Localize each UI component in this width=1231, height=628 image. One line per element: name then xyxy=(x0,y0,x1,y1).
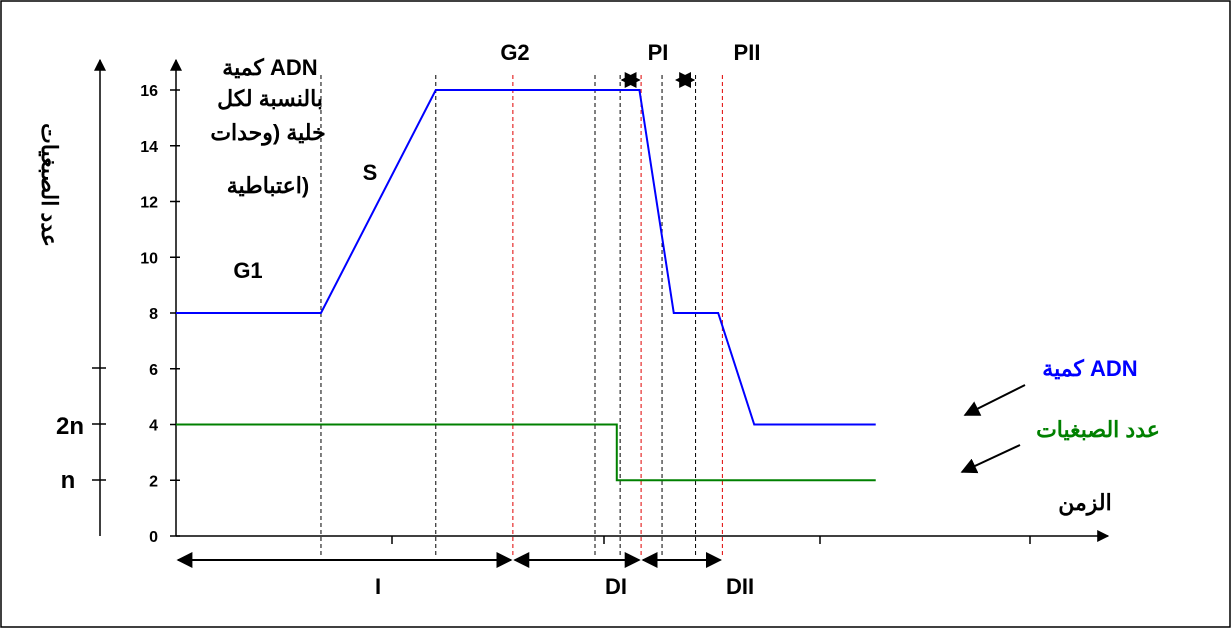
period-label-di: DI xyxy=(605,574,627,599)
phase-label-pii: PII xyxy=(734,40,761,65)
period-label-i: I xyxy=(375,574,381,599)
left-label-2n: 2n xyxy=(56,413,84,440)
annotations: G1 S G2 PI PII I DI DII كمية ADN بالنسبة… xyxy=(37,40,1160,599)
inner-ylabel-line-2: بالنسبة لكل xyxy=(217,86,323,111)
y-tick-label: 6 xyxy=(149,362,158,379)
y-axis-label: عدد الصبغيات xyxy=(37,123,62,247)
phase-label-pi: PI xyxy=(648,40,669,65)
inner-ylabel-line-4: اعتباطية) xyxy=(227,173,310,198)
y-tick-label: 12 xyxy=(140,195,158,212)
period-label-dii: DII xyxy=(726,574,754,599)
inner-ylabel-line-3: خلية (وحدات xyxy=(210,120,325,146)
phase-label-g2: G2 xyxy=(500,40,529,65)
x-axis-label: الزمن xyxy=(1058,490,1112,516)
series-line-chromosomes xyxy=(176,423,876,482)
left-label-n: n xyxy=(61,467,76,494)
legend-adn: كمية ADN xyxy=(1042,356,1137,381)
axes: 0 2 4 6 8 10 12 14 16 xyxy=(92,58,1110,546)
legend-arrow-adn xyxy=(963,384,1026,416)
phase-boundaries xyxy=(176,72,723,568)
y-tick-label: 2 xyxy=(149,473,158,490)
y-tick-label: 14 xyxy=(140,139,158,156)
inner-ylabel-line-1: كمية ADN xyxy=(222,55,317,80)
phase-label-s: S xyxy=(363,160,378,185)
y-tick-label: 0 xyxy=(149,529,158,546)
y-tick-label: 10 xyxy=(140,250,158,267)
y-tick-label: 8 xyxy=(149,306,158,323)
series-lines xyxy=(176,89,1026,482)
phase-label-g1: G1 xyxy=(233,258,262,283)
legend-chromosomes: عدد الصبغيات xyxy=(1036,417,1160,442)
legend-arrow-chromosomes xyxy=(960,444,1021,474)
y-tick-label: 16 xyxy=(140,83,158,100)
series-line-adn xyxy=(176,89,876,426)
y-tick-label: 4 xyxy=(149,418,158,435)
